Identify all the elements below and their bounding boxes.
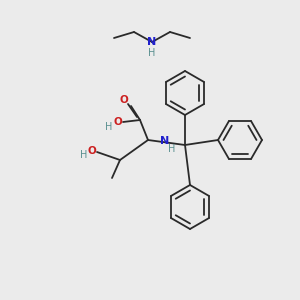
- Text: O: O: [120, 95, 128, 105]
- Text: H: H: [148, 48, 156, 58]
- Text: N: N: [147, 37, 157, 47]
- Text: O: O: [88, 146, 96, 156]
- Text: H: H: [168, 143, 175, 154]
- Text: O: O: [114, 117, 122, 127]
- Text: N: N: [160, 136, 169, 146]
- Text: H: H: [80, 150, 88, 160]
- Text: H: H: [105, 122, 113, 132]
